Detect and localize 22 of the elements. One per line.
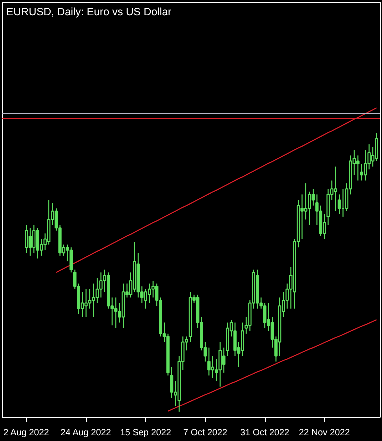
- candlestick: [25, 224, 28, 254]
- candlestick: [32, 224, 36, 254]
- candlestick: [300, 194, 304, 240]
- candlestick: [360, 164, 364, 182]
- candlestick: [114, 297, 118, 329]
- candlestick: [36, 228, 40, 260]
- chart-title: EURUSD, Daily: Euro vs US Dollar: [6, 6, 172, 18]
- candlestick: [334, 166, 338, 212]
- x-tick-label: 2 Aug 2022: [4, 428, 50, 438]
- x-tick-label: 31 Oct 2022: [240, 428, 290, 438]
- x-tick-label: 15 Sep 2022: [120, 428, 172, 438]
- candlestick: [28, 228, 32, 256]
- x-tick-label: 24 Aug 2022: [60, 428, 112, 438]
- candlestick: [70, 247, 74, 274]
- candlestick: [211, 356, 215, 380]
- candlestick: [364, 150, 368, 182]
- x-tick-label: 22 Nov 2022: [299, 428, 350, 438]
- x-tick-label: 7 Oct 2022: [183, 428, 228, 438]
- candlestick: [319, 205, 323, 237]
- candlestick: [84, 288, 88, 318]
- candlestick: [218, 342, 222, 388]
- candlestick: [356, 155, 360, 182]
